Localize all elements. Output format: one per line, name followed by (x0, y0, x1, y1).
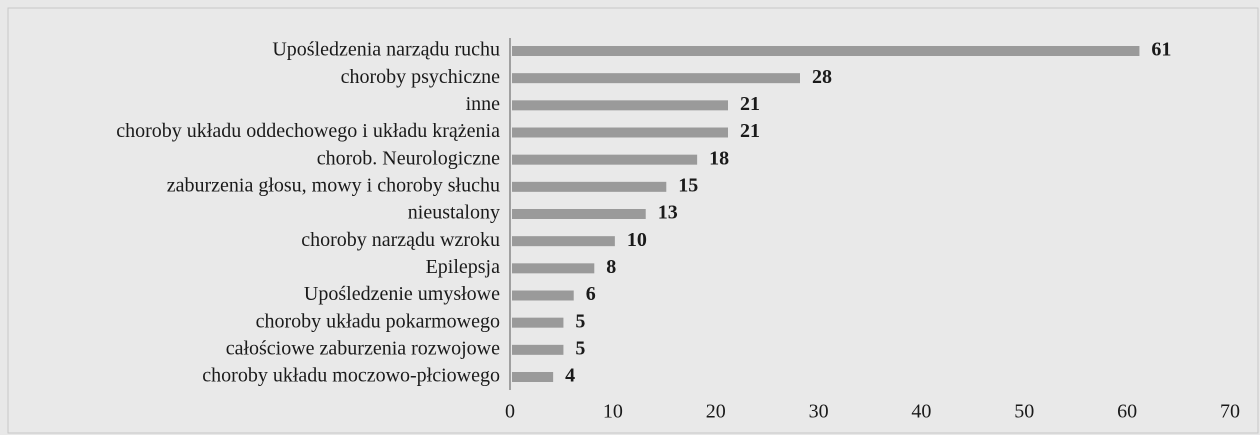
value-label: 21 (740, 93, 760, 115)
y-tick-label: nieustalony (408, 202, 500, 224)
bar (512, 46, 1140, 56)
bar (512, 209, 646, 219)
y-tick-label: choroby układu oddechowego i układu krąż… (116, 120, 500, 142)
value-label: 4 (565, 365, 575, 387)
y-tick-label: choroby układu pokarmowego (256, 310, 500, 332)
bar (512, 181, 667, 192)
chart-frame (7, 7, 1259, 434)
bar (512, 372, 554, 382)
bar (512, 154, 698, 165)
value-label: 6 (586, 283, 596, 305)
bar (512, 263, 595, 274)
value-label: 28 (812, 66, 832, 88)
y-tick-label: chorob. Neurologiczne (317, 147, 500, 169)
bar (512, 344, 564, 355)
y-tick-label: choroby psychiczne (341, 66, 501, 88)
x-tick-label: 50 (1014, 401, 1034, 423)
value-label: 21 (740, 120, 760, 142)
y-tick-label: choroby narządu wzroku (301, 229, 500, 251)
y-tick-label: całościowe zaburzenia rozwojowe (226, 337, 500, 359)
y-tick-label: Epilepsja (426, 256, 501, 278)
value-label: 15 (678, 174, 698, 196)
x-tick-label: 70 (1220, 401, 1240, 423)
y-tick-label: Upośledzenie umysłowe (304, 283, 500, 305)
x-tick-label: 30 (809, 401, 829, 423)
bar (512, 236, 615, 247)
x-tick-label: 0 (505, 401, 515, 423)
y-tick-label: Upośledzenia narządu ruchu (272, 39, 500, 61)
value-label: 8 (606, 256, 616, 278)
bar (512, 127, 728, 138)
x-tick-label: 60 (1117, 401, 1137, 423)
value-label: 5 (575, 337, 585, 359)
y-tick-label: choroby układu moczowo-płciowego (202, 365, 500, 387)
bar (512, 100, 728, 111)
value-label: 18 (709, 147, 729, 169)
bar (512, 317, 564, 328)
value-label: 13 (658, 202, 678, 224)
value-label: 10 (627, 229, 647, 251)
x-tick-label: 10 (603, 401, 623, 423)
y-tick-label: inne (466, 93, 501, 115)
bar (512, 73, 800, 84)
x-tick-label: 40 (911, 401, 931, 423)
bar (512, 290, 574, 301)
x-tick-label: 20 (706, 401, 726, 423)
value-label: 5 (575, 310, 585, 332)
y-tick-label: zaburzenia głosu, mowy i choroby słuchu (167, 174, 500, 196)
value-label: 61 (1151, 39, 1171, 61)
